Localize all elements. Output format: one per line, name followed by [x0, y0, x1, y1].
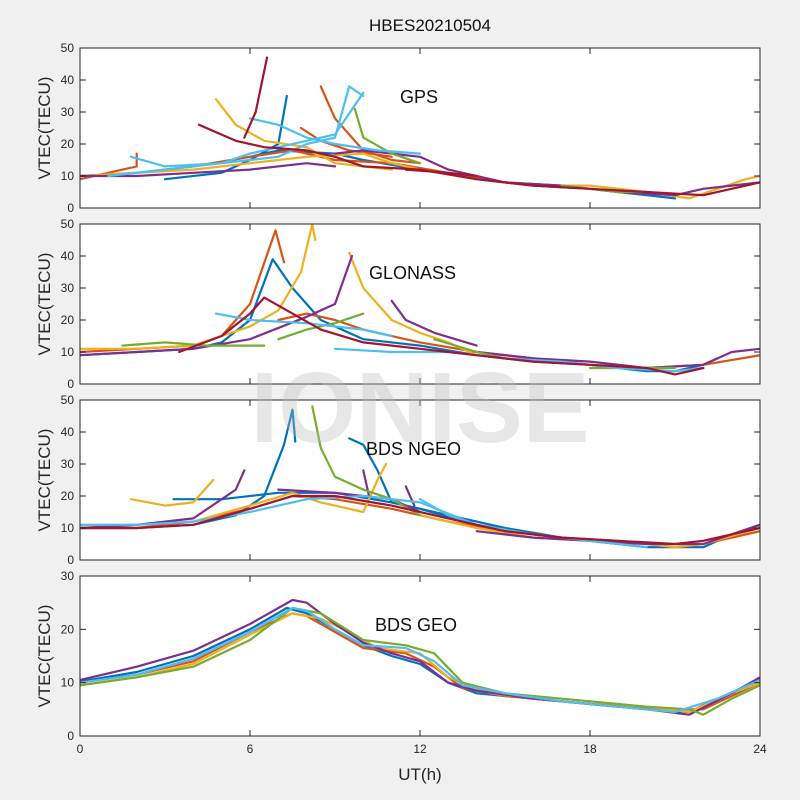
y-tick-label: 40 [61, 73, 75, 87]
series-line [80, 606, 760, 714]
y-tick-label: 20 [61, 313, 75, 327]
panels: 0 10 20 30 40 50 VTEC(TECU) GPS 0 10 20 30 40 50 VTEC(… [35, 41, 767, 756]
series-line [475, 523, 760, 546]
panel-annotation: GPS [400, 87, 438, 107]
series-line [214, 312, 393, 338]
series-line [353, 107, 422, 165]
x-tick-label: 12 [413, 742, 427, 756]
panel-1: 0 10 20 30 40 50 VTEC(TECU) GPS [35, 41, 761, 215]
y-tick-label: 0 [67, 553, 74, 567]
y-tick-label: 20 [61, 137, 75, 151]
series-line [390, 299, 478, 347]
series-group [80, 224, 760, 376]
series-line [121, 341, 266, 347]
y-tick-label: 30 [61, 457, 75, 471]
y-axis-label: VTEC(TECU) [35, 429, 54, 532]
panel-annotation: BDS GEO [375, 615, 457, 635]
series-line [311, 405, 422, 517]
series-line [129, 85, 365, 168]
x-tick-label: 18 [583, 742, 597, 756]
panel-4: 0 10 20 30 0 6 12 18 24 VTEC(TECU) BDS GEO [35, 569, 767, 756]
y-axis-label: VTEC(TECU) [35, 253, 54, 356]
series-group [80, 598, 760, 716]
y-tick-label: 0 [67, 729, 74, 743]
panel-annotation: GLONASS [369, 263, 456, 283]
series-line [277, 312, 365, 341]
y-tick-label: 30 [61, 569, 75, 583]
series-line [248, 117, 422, 155]
series-group [80, 56, 760, 200]
plot-area [80, 400, 760, 560]
series-line [80, 254, 354, 357]
series-group [80, 405, 760, 549]
series-line [80, 606, 760, 716]
y-tick-label: 0 [67, 377, 74, 391]
series-line [243, 56, 269, 139]
y-tick-label: 40 [61, 425, 75, 439]
y-tick-label: 20 [61, 622, 75, 636]
series-line [333, 347, 705, 373]
y-tick-label: 20 [61, 489, 75, 503]
y-tick-label: 0 [67, 201, 74, 215]
y-tick-label: 10 [61, 169, 75, 183]
y-tick-label: 50 [61, 393, 75, 407]
series-line [80, 224, 317, 350]
series-line [107, 91, 365, 178]
y-tick-label: 10 [61, 345, 75, 359]
panel-2: 0 10 20 30 40 50 VTEC(TECU) GLONASS [35, 217, 761, 391]
y-tick-label: 50 [61, 41, 75, 55]
series-line [404, 168, 478, 178]
watermark: IONISE [251, 352, 590, 464]
x-tick-label: 24 [753, 742, 767, 756]
figure-title: HBES20210504 [369, 16, 491, 35]
y-tick-label: 40 [61, 249, 75, 263]
y-tick-label: 30 [61, 281, 75, 295]
plot-area [80, 576, 760, 736]
x-tick-label: 0 [77, 742, 84, 756]
x-tick-label: 6 [247, 742, 254, 756]
plot-area [80, 48, 760, 208]
plot-area [80, 224, 760, 384]
series-line [178, 296, 705, 376]
y-tick-label: 10 [61, 676, 75, 690]
x-axis-label: UT(h) [398, 765, 441, 784]
series-line [299, 126, 393, 158]
series-line [333, 149, 760, 197]
series-line [129, 478, 215, 507]
y-tick-label: 50 [61, 217, 75, 231]
panel-3: 0 10 20 30 40 50 VTEC(TECU) BDS NGEO [35, 393, 761, 567]
series-line [80, 494, 760, 546]
series-line [214, 98, 393, 171]
series-line [80, 162, 337, 178]
panel-annotation: BDS NGEO [366, 439, 461, 459]
y-axis-label: VTEC(TECU) [35, 77, 54, 180]
y-tick-label: 30 [61, 105, 75, 119]
y-tick-label: 10 [61, 521, 75, 535]
y-axis-label: VTEC(TECU) [35, 605, 54, 708]
